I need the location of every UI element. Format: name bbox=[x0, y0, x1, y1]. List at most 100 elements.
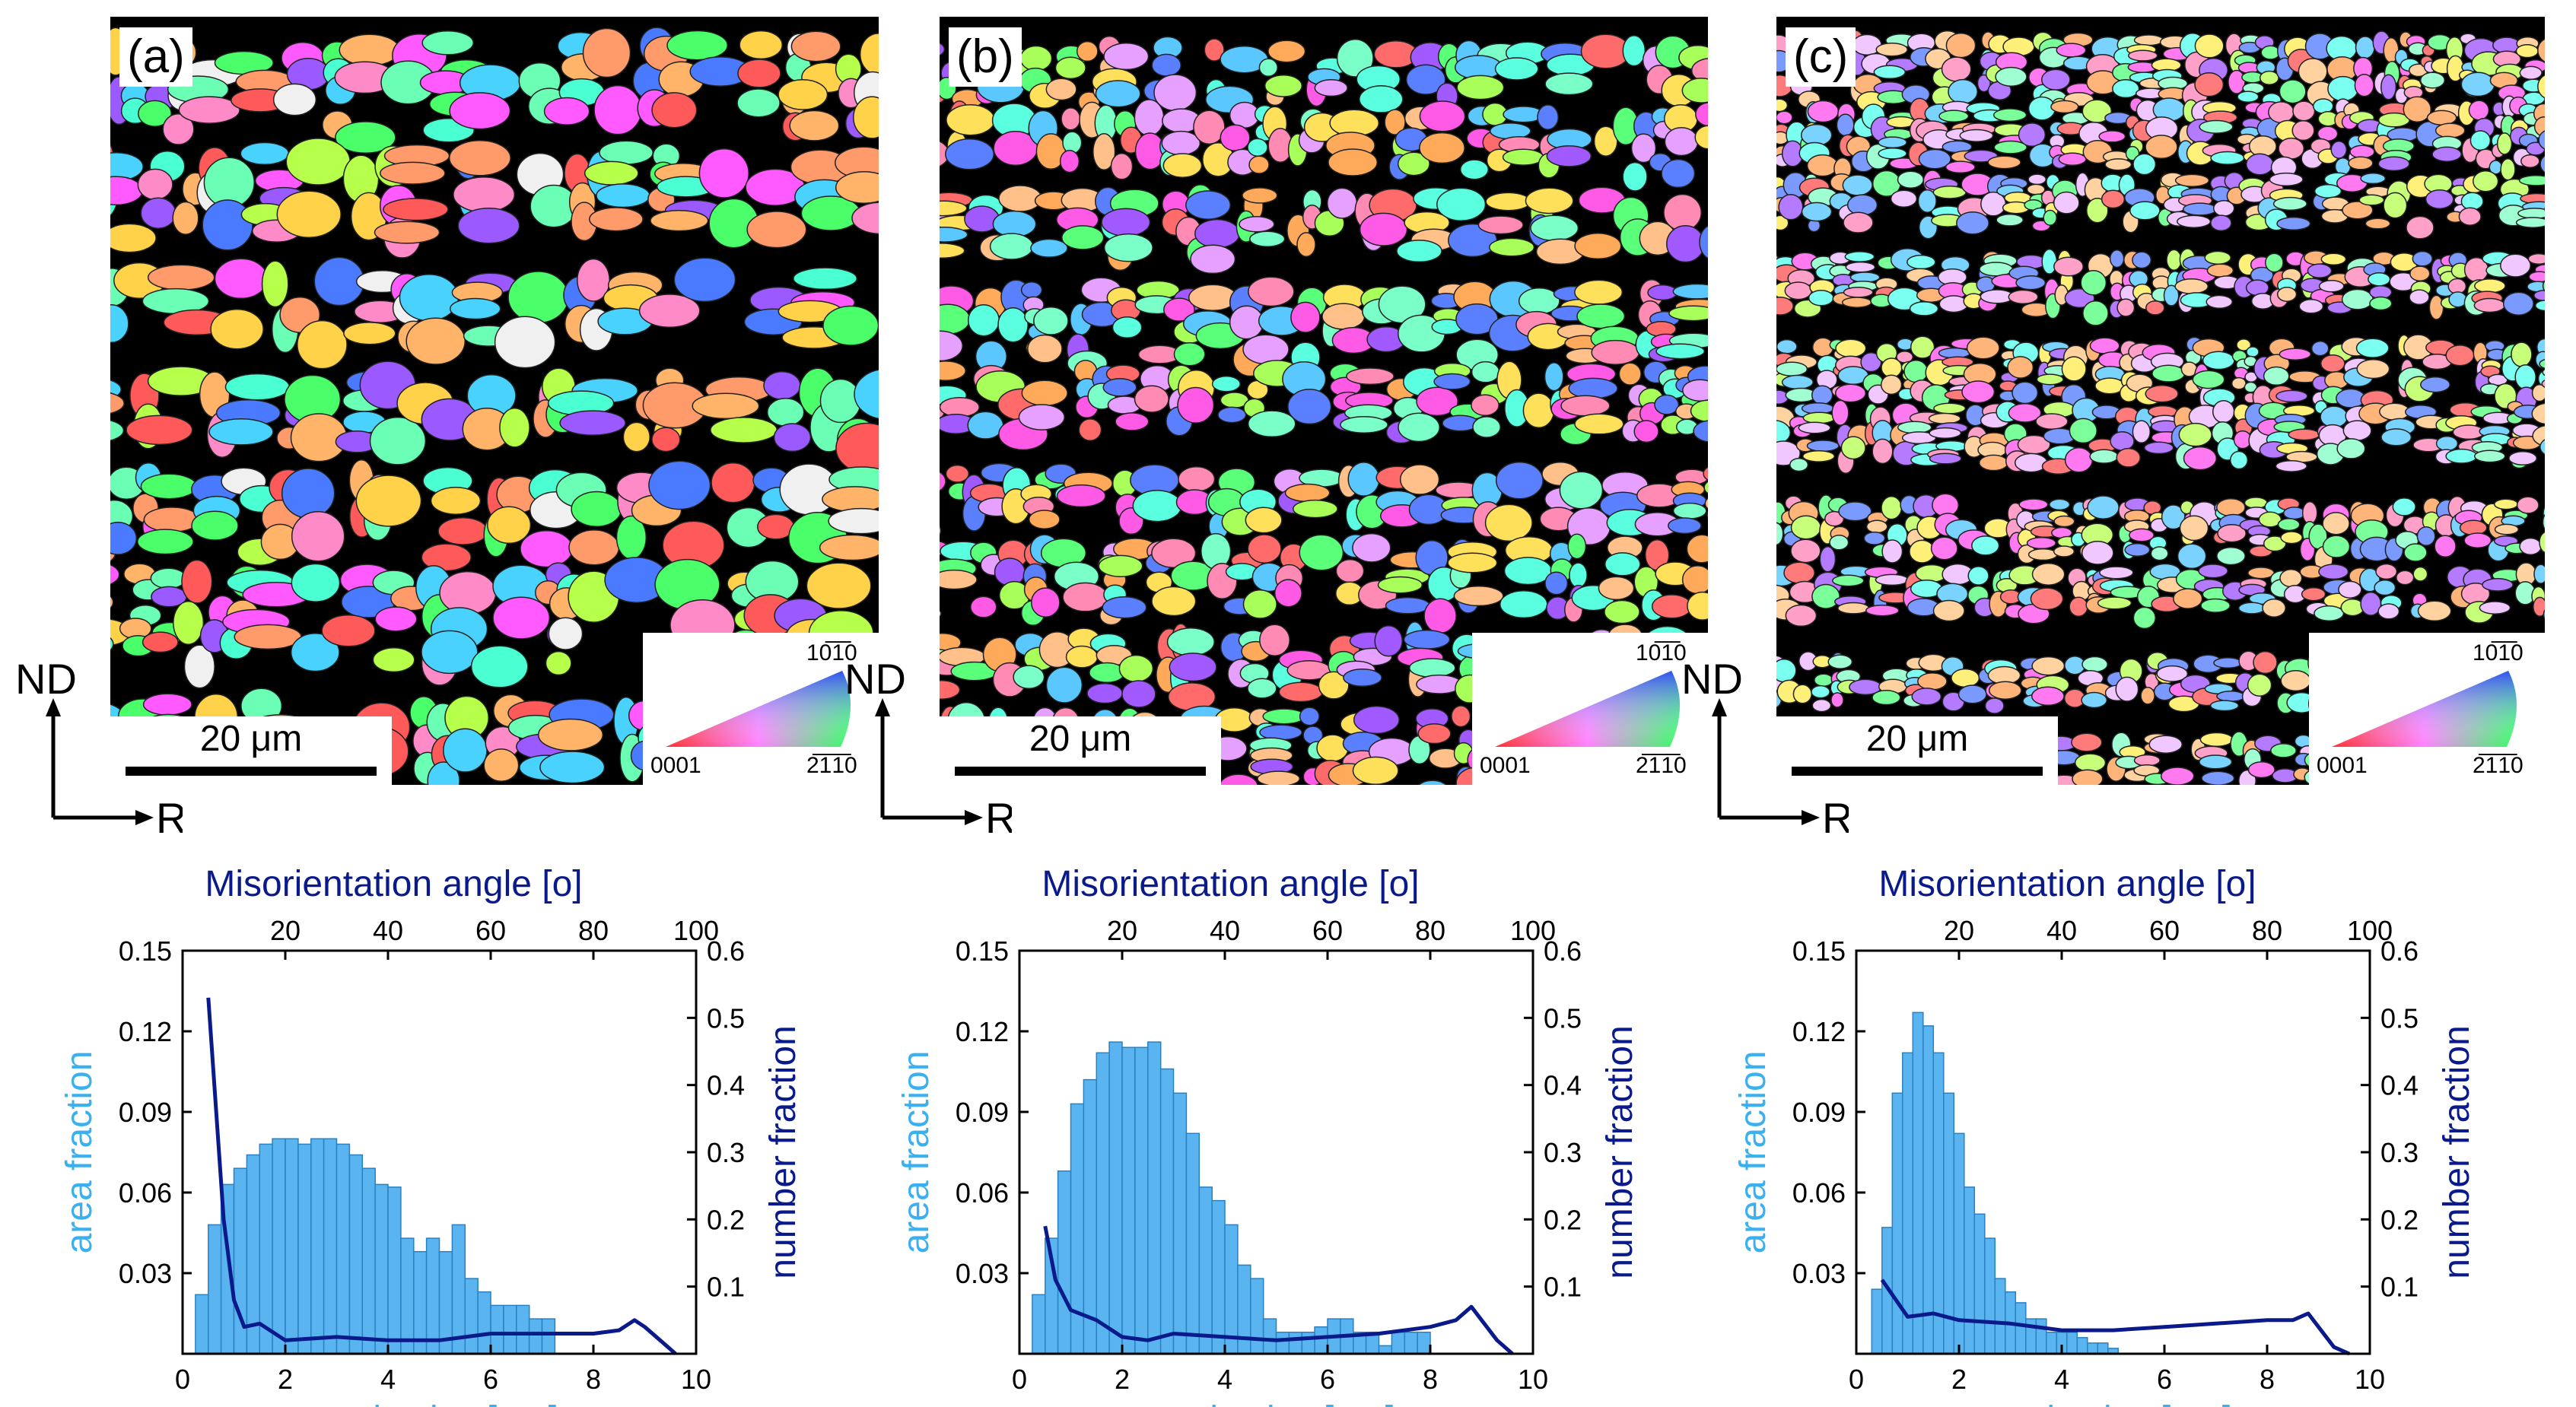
scale-bar-label: 20 μm bbox=[199, 719, 303, 759]
histogram-bar bbox=[1922, 1025, 1935, 1355]
histogram-bar bbox=[1237, 1264, 1251, 1355]
y-axis-label: area fraction bbox=[896, 1051, 937, 1254]
histogram-bar bbox=[477, 1291, 491, 1355]
histogram-bar bbox=[503, 1304, 517, 1355]
histogram-bar bbox=[1984, 1237, 1996, 1355]
histogram-bar bbox=[348, 1154, 364, 1355]
scale-bar: 20 μm bbox=[110, 716, 392, 785]
x-tick-label: 2 bbox=[1115, 1364, 1130, 1395]
histogram-bar bbox=[2076, 1337, 2088, 1355]
y-tick-label: 0.15 bbox=[1792, 935, 1846, 967]
histogram-bar bbox=[310, 1138, 325, 1355]
ipf-left-label: 0001 bbox=[2317, 753, 2368, 778]
histogram-bar bbox=[425, 1237, 440, 1355]
y2-axis-label: number fraction bbox=[1600, 1025, 1640, 1279]
y-tick-label: 0.06 bbox=[1792, 1177, 1846, 1208]
y2-axis-label: number fraction bbox=[763, 1025, 803, 1279]
histogram-bar bbox=[1262, 1318, 1277, 1355]
ipf-top-label: 10̅1̅0 bbox=[806, 640, 857, 665]
y2-tick-label: 0.2 bbox=[707, 1204, 745, 1235]
rd-label: RD bbox=[156, 794, 183, 837]
ebsd-map: (b) 20 μm 10̅1̅0 0001 2̅1̅1̅0 bbox=[940, 17, 1708, 785]
y2-tick-label: 0.1 bbox=[2380, 1272, 2419, 1303]
histogram-bar bbox=[2015, 1302, 2027, 1355]
panel-label: (b) bbox=[949, 27, 1022, 87]
nd-label: ND bbox=[15, 655, 77, 703]
misorientation-line bbox=[1043, 1225, 1514, 1355]
grain-size-chart: 0 2 4 6 8 10 20 40 60 80 100 0.03 0.06 0.09 0.12 0.15 0.… bbox=[59, 864, 803, 1407]
scale-bar-line bbox=[126, 767, 377, 776]
nd-rd-axes: ND RD bbox=[15, 655, 183, 837]
y-tick-label: 0.12 bbox=[956, 1016, 1009, 1047]
x-tick-label: 6 bbox=[1320, 1364, 1335, 1395]
ipf-left-label: 0001 bbox=[1480, 753, 1531, 778]
x2-tick-label: 20 bbox=[270, 915, 301, 946]
x2-axis-label: Misorientation angle [o] bbox=[205, 864, 582, 904]
histogram-bar bbox=[1964, 1186, 1976, 1355]
grain-size-chart: 0 2 4 6 8 10 20 40 60 80 100 0.03 0.06 0.09 0.12 0.15 0.… bbox=[1733, 864, 2477, 1407]
histogram-bar bbox=[1211, 1199, 1226, 1355]
histogram-bar bbox=[1172, 1092, 1188, 1355]
x2-tick-label: 60 bbox=[2149, 915, 2180, 946]
y2-tick-label: 0.4 bbox=[1544, 1070, 1582, 1101]
x2-tick-label: 20 bbox=[1107, 915, 1137, 946]
histogram-bar bbox=[1147, 1041, 1162, 1355]
histogram-bar bbox=[541, 1318, 556, 1355]
histogram-bar bbox=[1250, 1278, 1264, 1355]
y-tick-label: 0.09 bbox=[1792, 1097, 1846, 1128]
histogram-bar bbox=[1391, 1331, 1406, 1355]
ipf-top-label: 10̅1̅0 bbox=[2473, 640, 2524, 665]
histogram-bar bbox=[323, 1138, 338, 1355]
histogram-bar bbox=[1891, 1092, 1903, 1355]
misorientation-line bbox=[1880, 1278, 2350, 1356]
histogram-bar bbox=[2046, 1331, 2058, 1355]
histogram-bar bbox=[285, 1138, 299, 1355]
x-tick-label: 10 bbox=[1518, 1364, 1548, 1395]
histogram-bar bbox=[1314, 1326, 1328, 1355]
x-axis-label: grain size [μm] bbox=[320, 1399, 558, 1407]
scale-bar-label: 20 μm bbox=[1029, 719, 1132, 759]
y2-tick-label: 0.3 bbox=[707, 1137, 745, 1168]
y-axis-label: area fraction bbox=[59, 1051, 100, 1254]
x-tick-label: 10 bbox=[681, 1364, 711, 1395]
histogram-bar bbox=[361, 1167, 376, 1355]
y-tick-label: 0.03 bbox=[1792, 1258, 1846, 1289]
y-tick-label: 0.15 bbox=[119, 935, 172, 967]
x2-tick-label: 20 bbox=[1944, 915, 1974, 946]
x-tick-label: 0 bbox=[175, 1364, 190, 1395]
x-tick-label: 8 bbox=[2260, 1364, 2275, 1395]
y2-tick-label: 0.1 bbox=[707, 1272, 745, 1303]
y2-tick-label: 0.5 bbox=[1544, 1002, 1582, 1034]
panel-label: (c) bbox=[1786, 27, 1856, 87]
x-tick-label: 8 bbox=[1423, 1364, 1438, 1395]
x2-tick-label: 60 bbox=[1312, 915, 1343, 946]
y2-tick-label: 0.3 bbox=[2380, 1137, 2419, 1168]
y-axis-label: area fraction bbox=[1733, 1051, 1773, 1254]
histogram-bar bbox=[1224, 1224, 1239, 1355]
y2-tick-label: 0.6 bbox=[707, 935, 745, 967]
histogram-bar bbox=[516, 1304, 530, 1355]
histogram-bar bbox=[1288, 1331, 1303, 1355]
y2-tick-label: 0.3 bbox=[1544, 1137, 1582, 1168]
x2-tick-label: 40 bbox=[2046, 915, 2077, 946]
ipf-right-label: 2̅1̅1̅0 bbox=[1636, 753, 1687, 778]
histogram-bar bbox=[208, 1224, 222, 1355]
x-tick-label: 0 bbox=[1012, 1364, 1027, 1395]
histogram-bar bbox=[1159, 1068, 1175, 1355]
x-tick-label: 4 bbox=[2054, 1364, 2069, 1395]
panel-a: (a) 20 μm 10̅1̅0 0001 2̅1̅1̅0 bbox=[0, 0, 879, 1407]
histogram-bar bbox=[1301, 1331, 1315, 1355]
y-tick-label: 0.06 bbox=[119, 1177, 172, 1208]
histogram-bar bbox=[490, 1304, 504, 1355]
y2-tick-label: 0.6 bbox=[2380, 935, 2419, 967]
x-tick-label: 2 bbox=[278, 1364, 293, 1395]
y2-tick-label: 0.4 bbox=[2380, 1070, 2419, 1101]
histogram-bar bbox=[1994, 1278, 2006, 1355]
x2-tick-label: 100 bbox=[2347, 915, 2393, 946]
x-tick-label: 4 bbox=[380, 1364, 396, 1395]
histogram-bar bbox=[1134, 1047, 1149, 1355]
ipf-color-key: 10̅1̅0 0001 2̅1̅1̅0 bbox=[2309, 633, 2545, 785]
histogram-bar bbox=[451, 1224, 466, 1355]
histogram-bar bbox=[1057, 1170, 1072, 1355]
nd-label: ND bbox=[844, 655, 906, 703]
